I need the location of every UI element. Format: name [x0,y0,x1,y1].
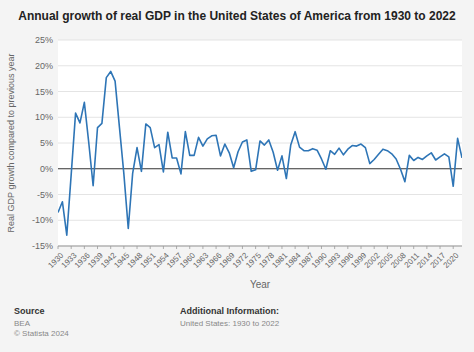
x-tick [163,246,164,249]
additional-label: Additional Information: [180,306,279,316]
x-tick [242,246,243,249]
source-label: Source [14,306,45,316]
x-tick [255,246,256,249]
x-tick-label: 2020 [442,251,461,270]
chart: Annual growth of real GDP in the United … [0,0,474,352]
source-label-line: Source [14,306,45,316]
y-tick-label: 20% [35,61,53,71]
y-tick-label: 25% [35,35,53,45]
y-tick-label: 15% [35,87,53,97]
grid-line [58,194,462,195]
x-tick [58,246,59,249]
x-tick [176,246,177,249]
x-tick [97,246,98,249]
x-tick [268,246,269,249]
line [58,71,462,235]
grid-line [58,40,462,41]
x-tick [308,246,309,249]
x-tick [150,246,151,249]
x-tick [361,246,362,249]
y-tick-label: -10% [32,215,53,225]
grid-line [58,220,462,221]
x-tick [137,246,138,249]
source-body-line: BEA [14,319,31,328]
x-tick [321,246,322,249]
plot-area [58,40,462,246]
y-tick-label: 0% [40,164,53,174]
y-tick-label: 5% [40,138,53,148]
x-tick [189,246,190,249]
x-tick [400,246,401,249]
y-axis-label: Real GDP growth compared to previous yea… [6,54,16,233]
x-tick [374,246,375,249]
additional-body: United States: 1930 to 2022 [180,319,280,328]
grid [58,40,462,246]
additional-label-line: Additional Information: [180,306,279,316]
y-tick-label: -15% [32,241,53,251]
x-axis-label: Year [250,279,271,290]
x-tick [71,246,72,249]
x-tick [453,246,454,249]
x-tick [413,246,414,249]
x-axis-line [58,246,462,247]
x-tick [334,246,335,249]
x-tick [216,246,217,249]
source-body: BEA© Statista 2024 [14,319,69,338]
source-body-line: © Statista 2024 [14,329,69,338]
x-tick [229,246,230,249]
x-tick [347,246,348,249]
additional-body-line: United States: 1930 to 2022 [180,319,280,328]
x-tick [123,246,124,249]
grid-line [58,65,462,66]
grid-line [58,91,462,92]
x-tick [295,246,296,249]
x-tick [202,246,203,249]
x-tick [281,246,282,249]
x-tick [426,246,427,249]
y-tick-label: 10% [35,112,53,122]
zero-line [58,168,462,169]
series [58,71,462,235]
x-tick [110,246,111,249]
y-tick-label: -5% [37,190,53,200]
x-tick [84,246,85,249]
x-tick [387,246,388,249]
title: Annual growth of real GDP in the United … [18,9,456,23]
grid-line [58,246,462,247]
x-tick [440,246,441,249]
